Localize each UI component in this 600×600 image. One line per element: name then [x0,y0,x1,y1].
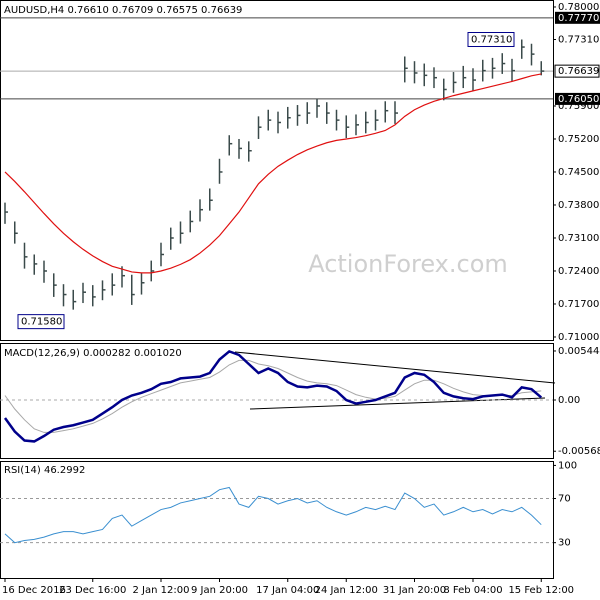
y-tick-label: 30 [558,538,571,549]
y-tick-label: 0.73100 [558,233,599,244]
rsi-panel [0,461,554,579]
x-tick-label: 16 Dec 2016 [2,585,66,596]
macd-line [3,349,543,443]
annotation-box [467,32,515,48]
x-tick-label: 31 Jan 20:00 [383,585,446,596]
macd-title: MACD(12,26,9) 0.000282 0.001020 [4,348,182,359]
trend-line [249,397,546,410]
chart-title: AUDUSD,H4 0.76610 0.76709 0.76575 0.7663… [4,5,242,16]
current-box [554,64,600,78]
y-tick-label: 70 [558,494,571,505]
trend-line [234,351,556,384]
y-tick-label: 0.00 [558,395,580,406]
x-tick-label: 24 Jan 12:00 [315,585,378,596]
y-tick-label: 0.74500 [558,167,599,178]
y-tick-label: 0.005444 [558,346,600,357]
price-label: 0.76050 [558,94,599,105]
watermark: ActionForex.com [308,250,508,278]
x-tick-label: 9 Jan 20:00 [191,585,248,596]
y-tick-label: 0.75200 [558,134,599,145]
y-tick-label: 100 [558,460,577,471]
macd-panel [0,343,554,459]
annotation-label: 0.71580 [21,317,62,328]
x-tick-label: 2 Jan 12:00 [133,585,190,596]
y-tick-label: 0.78000 [558,2,599,13]
moving-average [4,73,542,274]
x-tick-label: 17 Jan 04:00 [256,585,319,596]
x-tick-label: 15 Feb 12:00 [508,585,574,596]
rsi-title: RSI(14) 46.2992 [4,465,85,476]
y-tick-label: 0.72400 [558,266,599,277]
signal-line [4,359,542,433]
y-tick-label: 0.75900 [558,101,599,112]
current-label: 0.76639 [558,66,599,77]
annotation-label: 0.77310 [471,35,512,46]
price-box [555,92,600,105]
y-tick-label: 0.73800 [558,200,599,211]
y-tick-label: 0.77310 [558,35,599,46]
x-tick-label: 23 Dec 16:00 [59,585,126,596]
x-tick-label: 8 Feb 04:00 [443,585,502,596]
annotation-box [17,314,65,330]
rsi-line [4,486,542,544]
y-tick-label: 0.71700 [558,299,599,310]
price-panel [0,0,554,341]
price-box [555,11,600,24]
y-tick-label: -0.005689 [558,446,600,457]
price-label: 0.77770 [558,13,599,24]
y-tick-label: 0.71000 [558,332,599,343]
